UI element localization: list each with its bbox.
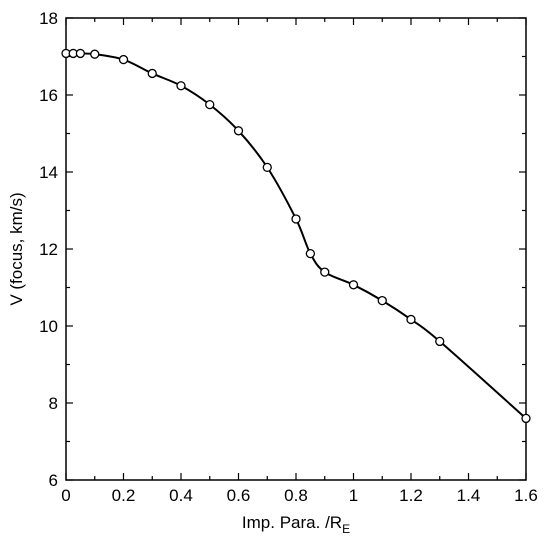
y-tick-label: 18 — [39, 9, 58, 28]
x-tick-label: 1.4 — [457, 486, 481, 505]
x-tick-label: 0.4 — [169, 486, 193, 505]
data-point — [90, 49, 100, 59]
data-point — [377, 295, 387, 306]
data-points — [61, 48, 531, 424]
data-line — [66, 52, 527, 420]
y-tick-label: 8 — [49, 394, 58, 413]
x-axis-title-subscript: E — [342, 522, 350, 536]
x-tick-label: 1 — [349, 486, 358, 505]
x-tick-label: 1.2 — [399, 486, 423, 505]
data-point — [233, 126, 244, 136]
plot-area-frame — [65, 17, 527, 481]
x-axis-title-main: Imp. Para. /R — [242, 513, 342, 532]
data-point — [262, 162, 272, 173]
x-tick-label: 0.6 — [227, 486, 251, 505]
data-point — [118, 54, 129, 65]
data-point — [348, 280, 359, 290]
x-tick-label: 0.2 — [112, 486, 136, 505]
data-point — [147, 68, 157, 79]
x-tick-label: 0 — [61, 486, 70, 505]
data-point — [205, 99, 215, 110]
data-point — [320, 267, 330, 277]
x-tick-labels: 0 0.2 0.4 0.6 0.8 1 1.2 1.4 1.6 — [61, 486, 538, 505]
y-tick-label: 14 — [39, 163, 58, 182]
data-point — [406, 314, 416, 325]
axis-ticks — [65, 17, 527, 481]
y-tick-label: 6 — [49, 471, 58, 490]
y-tick-label: 16 — [39, 86, 58, 105]
x-axis-title: Imp. Para. /RE — [242, 513, 350, 536]
y-tick-label: 10 — [39, 317, 58, 336]
data-point — [176, 81, 186, 91]
y-tick-labels: 6 8 10 12 14 16 18 — [39, 9, 58, 490]
data-point — [521, 413, 531, 424]
data-point — [291, 214, 301, 224]
y-axis-title: V (focus, km/s) — [7, 192, 26, 305]
x-tick-label: 1.6 — [514, 486, 538, 505]
x-tick-label: 0.8 — [284, 486, 308, 505]
data-point — [75, 48, 86, 59]
data-point — [305, 248, 316, 259]
y-tick-label: 12 — [39, 240, 58, 259]
data-point — [435, 336, 445, 347]
